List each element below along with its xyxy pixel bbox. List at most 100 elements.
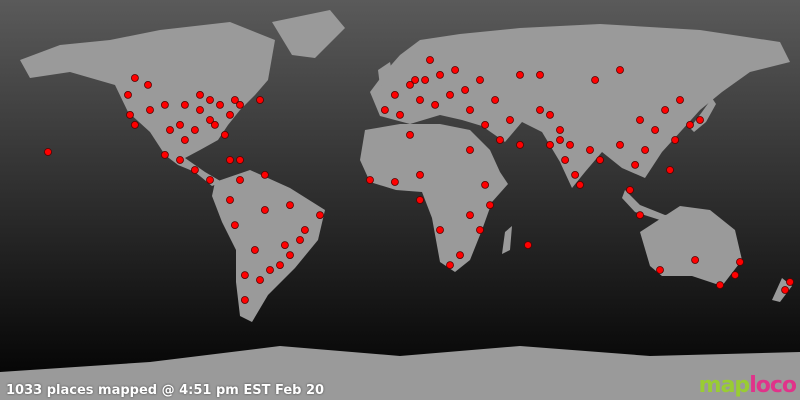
place-marker[interactable]	[524, 241, 532, 250]
place-marker[interactable]	[176, 156, 184, 164]
place-marker[interactable]	[226, 156, 234, 164]
place-marker[interactable]	[380, 106, 389, 114]
place-marker[interactable]	[561, 156, 569, 164]
place-marker[interactable]	[591, 76, 599, 84]
place-marker[interactable]	[536, 71, 544, 79]
place-marker[interactable]	[451, 66, 460, 74]
place-marker[interactable]	[571, 170, 579, 179]
place-marker[interactable]	[216, 101, 224, 109]
place-marker[interactable]	[300, 226, 309, 234]
place-marker[interactable]	[426, 56, 434, 64]
place-marker[interactable]	[256, 276, 264, 284]
place-marker[interactable]	[781, 286, 789, 294]
place-marker[interactable]	[190, 126, 199, 134]
place-marker[interactable]	[230, 221, 239, 230]
place-marker[interactable]	[586, 146, 594, 154]
place-marker[interactable]	[160, 150, 169, 159]
place-marker[interactable]	[124, 91, 132, 99]
place-marker[interactable]	[396, 111, 404, 119]
place-marker[interactable]	[716, 281, 724, 290]
place-marker[interactable]	[390, 178, 399, 186]
maploco-logo[interactable]: maploco	[699, 373, 797, 398]
place-marker[interactable]	[366, 176, 374, 184]
place-marker[interactable]	[786, 278, 794, 286]
place-marker[interactable]	[206, 96, 214, 104]
place-marker[interactable]	[466, 211, 474, 220]
place-marker[interactable]	[546, 111, 554, 119]
place-marker[interactable]	[476, 76, 484, 84]
place-marker[interactable]	[486, 201, 494, 210]
place-marker[interactable]	[316, 211, 324, 220]
place-marker[interactable]	[506, 116, 514, 124]
place-marker[interactable]	[180, 101, 189, 109]
place-marker[interactable]	[130, 74, 139, 82]
place-marker[interactable]	[626, 186, 634, 194]
place-marker[interactable]	[196, 106, 204, 114]
place-marker[interactable]	[406, 130, 414, 139]
place-marker[interactable]	[180, 136, 189, 144]
place-marker[interactable]	[446, 261, 454, 270]
place-marker[interactable]	[686, 121, 694, 129]
place-marker[interactable]	[481, 121, 490, 129]
place-marker[interactable]	[390, 91, 399, 99]
place-marker[interactable]	[406, 81, 414, 89]
place-marker[interactable]	[491, 96, 500, 104]
place-marker[interactable]	[236, 156, 244, 164]
place-marker[interactable]	[260, 206, 269, 214]
place-marker[interactable]	[240, 296, 249, 304]
place-marker[interactable]	[496, 136, 504, 144]
place-marker[interactable]	[286, 251, 294, 260]
place-marker[interactable]	[656, 266, 664, 274]
place-marker[interactable]	[466, 106, 474, 114]
place-marker[interactable]	[651, 126, 659, 134]
place-marker[interactable]	[556, 136, 564, 144]
place-marker[interactable]	[416, 96, 424, 104]
place-marker[interactable]	[536, 106, 544, 114]
place-marker[interactable]	[576, 180, 584, 189]
place-marker[interactable]	[146, 106, 154, 114]
place-marker[interactable]	[206, 116, 214, 124]
place-marker[interactable]	[566, 140, 574, 149]
place-marker[interactable]	[691, 256, 699, 264]
place-marker[interactable]	[226, 111, 234, 119]
place-marker[interactable]	[431, 101, 440, 109]
place-marker[interactable]	[516, 140, 524, 149]
place-marker[interactable]	[236, 176, 244, 184]
place-marker[interactable]	[616, 140, 624, 149]
place-marker[interactable]	[160, 101, 169, 109]
place-marker[interactable]	[44, 148, 52, 156]
place-marker[interactable]	[616, 66, 624, 74]
place-marker[interactable]	[416, 170, 424, 179]
place-marker[interactable]	[176, 121, 184, 129]
place-marker[interactable]	[671, 136, 679, 144]
place-marker[interactable]	[240, 271, 249, 280]
place-marker[interactable]	[631, 160, 639, 169]
place-marker[interactable]	[411, 76, 420, 84]
place-marker[interactable]	[596, 156, 604, 164]
place-marker[interactable]	[236, 101, 244, 109]
place-marker[interactable]	[461, 86, 470, 94]
place-marker[interactable]	[516, 71, 524, 79]
place-marker[interactable]	[421, 76, 430, 84]
place-marker[interactable]	[731, 271, 739, 280]
place-marker[interactable]	[256, 96, 264, 104]
place-marker[interactable]	[696, 116, 704, 124]
place-marker[interactable]	[130, 121, 139, 129]
place-marker[interactable]	[436, 226, 444, 234]
place-marker[interactable]	[446, 91, 454, 99]
place-marker[interactable]	[166, 126, 174, 134]
place-marker[interactable]	[416, 196, 424, 204]
place-marker[interactable]	[276, 261, 284, 270]
place-marker[interactable]	[144, 81, 152, 89]
place-marker[interactable]	[296, 236, 304, 244]
place-marker[interactable]	[436, 71, 444, 79]
place-marker[interactable]	[736, 258, 744, 266]
place-marker[interactable]	[206, 176, 214, 184]
place-marker[interactable]	[546, 140, 554, 149]
place-marker[interactable]	[476, 226, 484, 234]
place-marker[interactable]	[250, 246, 259, 254]
place-marker[interactable]	[210, 121, 219, 129]
place-marker[interactable]	[286, 201, 294, 210]
place-marker[interactable]	[226, 196, 234, 204]
place-marker[interactable]	[456, 251, 464, 260]
